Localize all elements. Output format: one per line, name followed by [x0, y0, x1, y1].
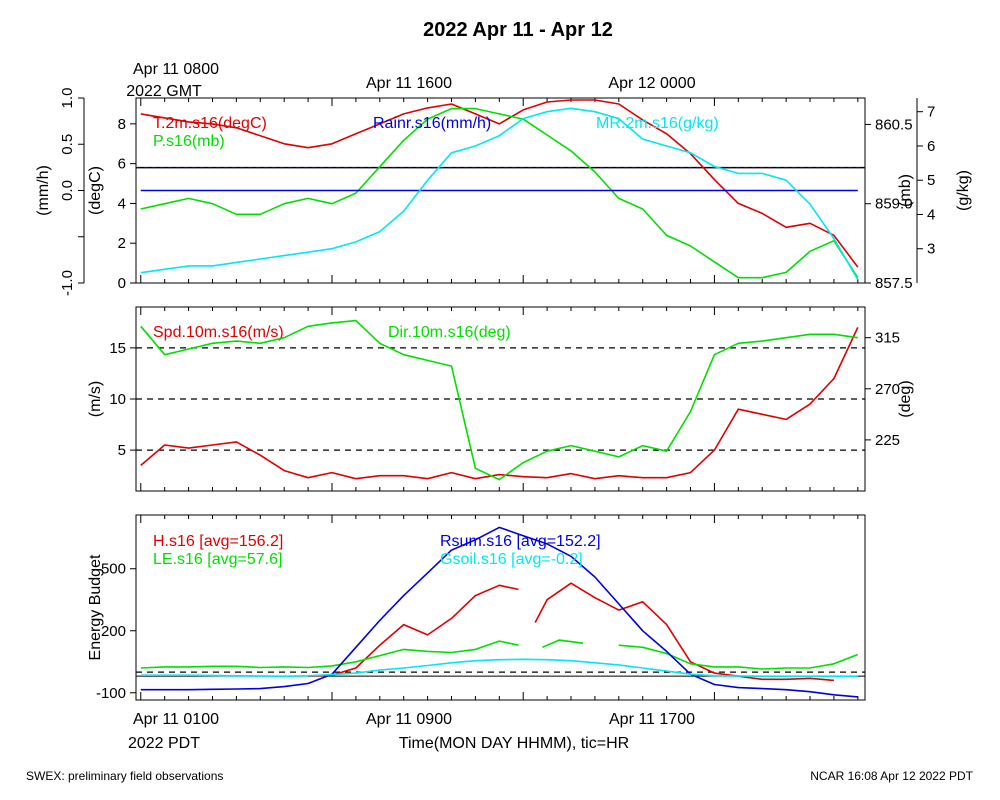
y-tick-label: 2 [118, 235, 126, 252]
top-time-label-2: Apr 11 1600 [366, 75, 452, 92]
series-line [140, 639, 859, 670]
axis-label: (mb) [897, 174, 914, 207]
plot-frame [135, 97, 866, 284]
bottom-time-label-2: Apr 11 0900 [366, 711, 452, 728]
axis-label: Energy Budget [87, 554, 104, 660]
y-tick-label: 0 [118, 275, 126, 292]
axis-degc: 0 2 4 6 8 (degC) [87, 116, 136, 292]
top-time-label-1b: 2022 GMT [126, 83, 202, 100]
bottom-time-label-3: Apr 11 1700 [609, 711, 695, 728]
legend-entry: LE.s16 [avg=57.6] [153, 551, 282, 568]
y-tick-label: 225 [875, 432, 900, 449]
y-tick-label: 5 [118, 442, 126, 459]
chart-title: 2022 Apr 11 - Apr 12 [423, 19, 613, 41]
bottom-time-label-1b: 2022 PDT [128, 735, 200, 752]
axis-label: (deg) [897, 380, 914, 417]
y-tick-label: 200 [101, 623, 126, 640]
y-tick-label: 6 [927, 138, 935, 155]
y-tick-label: 7 [927, 104, 935, 121]
y-tick-label: -100 [96, 685, 126, 702]
legend-entry: H.s16 [avg=156.2] [153, 533, 283, 550]
panel-wind: 5 10 15 (m/s) 225 270 315 (deg) Spd.10m.s16(m/s)… [87, 306, 914, 492]
footer-left: SWEX: preliminary field observations [26, 769, 223, 783]
y-tick-label: 500 [101, 561, 126, 578]
series-line [140, 319, 858, 481]
axis-mb: 857.5 859.0 860.5 (mb) [865, 116, 914, 292]
y-tick-label: 859.0 [875, 196, 913, 213]
legend-entry: Gsoil.s16 [avg=-0.2] [440, 551, 583, 568]
y-tick-label: 0.5 [59, 134, 76, 155]
series-line [140, 526, 858, 698]
x-axis-label: Time(MON DAY HHMM), tic=HR [399, 735, 629, 752]
y-tick-label: 4 [927, 206, 935, 223]
top-time-label-1a: Apr 11 0800 [133, 61, 219, 78]
panel-temperature-pressure: -1.0 0.0 0.5 1.0 (mm/h) 0 2 4 6 8 (degC) 857.5 859.0… [35, 88, 972, 296]
y-tick-label: 857.5 [875, 275, 913, 292]
y-tick-label: 8 [118, 116, 126, 133]
series-line [140, 99, 859, 268]
axis-ms: 5 10 15 (m/s) [87, 340, 136, 459]
legend-entry: Rainr.s16(mm/h) [373, 115, 491, 132]
axis-label: (g/kg) [955, 170, 972, 211]
y-tick-label: 3 [927, 241, 935, 258]
axis-gkg: 3 4 5 6 7 (g/kg) [916, 98, 972, 283]
axis-rain: -1.0 0.0 0.5 1.0 (mm/h) [35, 88, 85, 296]
legend-entry: P.s16(mb) [153, 133, 225, 150]
axis-label: (degC) [87, 166, 104, 215]
footer-right: NCAR 16:08 Apr 12 2022 PDT [810, 769, 973, 783]
legend-entry: MR.2m.s16(g/kg) [596, 115, 719, 132]
series-line [140, 107, 859, 279]
legend-entry: T.2m.s16(degC) [153, 115, 267, 132]
y-tick-label: 6 [118, 156, 126, 173]
series-line [140, 327, 859, 480]
plot-frame [135, 514, 866, 701]
top-time-label-3: Apr 12 0000 [608, 75, 695, 92]
y-tick-label: 10 [109, 391, 126, 408]
legend-entry: Spd.10m.s16(m/s) [153, 324, 284, 341]
y-tick-label: 315 [875, 330, 900, 347]
y-tick-label: 4 [118, 195, 126, 212]
y-tick-label: 270 [875, 381, 900, 398]
axis-label: (mm/h) [35, 165, 52, 216]
series-line [308, 582, 834, 682]
bottom-time-label-1a: Apr 11 0100 [133, 711, 219, 728]
axis-deg: 225 270 315 (deg) [865, 330, 914, 449]
y-tick-label: 0.0 [59, 180, 76, 201]
y-tick-label: -1.0 [59, 270, 76, 296]
legend-entry: Rsum.s16 [avg=152.2] [440, 533, 601, 550]
y-tick-label: 5 [927, 172, 935, 189]
series-line [140, 107, 859, 281]
series-line [140, 658, 858, 677]
y-tick-label: 860.5 [875, 116, 913, 133]
legend-entry: Dir.10m.s16(deg) [388, 324, 511, 341]
y-tick-label: 15 [109, 340, 126, 357]
axis-label: (m/s) [87, 381, 104, 417]
y-tick-label: 1.0 [59, 88, 76, 109]
